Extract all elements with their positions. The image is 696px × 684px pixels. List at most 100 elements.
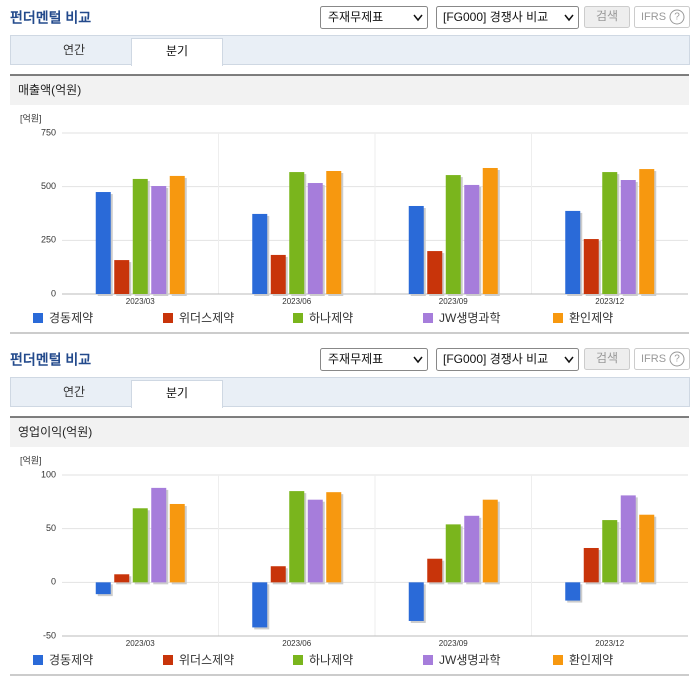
bar [639, 169, 655, 294]
bar [408, 582, 424, 621]
bar [602, 520, 618, 583]
bar [602, 172, 618, 294]
tab[interactable]: 연간 [63, 385, 85, 399]
panel-title: 펀더멘털 비교 [10, 10, 91, 26]
search-label: 검색 [596, 9, 618, 23]
bar [326, 170, 342, 294]
bar [114, 574, 130, 583]
tab-bar [10, 35, 690, 65]
bar [289, 491, 305, 583]
select-text: [FG000] 경쟁사 비교 [443, 10, 548, 24]
bar [445, 175, 461, 294]
x-tick-label: 2023/12 [595, 297, 624, 306]
bar [408, 205, 424, 294]
select-box[interactable] [436, 348, 579, 371]
select-text: 주재무제표 [328, 10, 383, 24]
panel-title: 펀더멘털 비교 [10, 352, 91, 368]
bar [326, 492, 342, 583]
bar [307, 183, 323, 294]
legend-swatch [33, 313, 43, 323]
search-button[interactable] [584, 348, 630, 370]
select-arrow [564, 356, 574, 364]
bar [639, 514, 655, 583]
legend-label: 위더스제약 [179, 310, 234, 325]
bar [114, 260, 130, 294]
bar [95, 192, 111, 294]
legend-label: 하나제약 [309, 310, 353, 325]
help-icon [669, 9, 685, 25]
bar [252, 582, 268, 628]
y-tick-label: 750 [41, 127, 56, 137]
bar [132, 508, 148, 583]
help-label: ? [674, 354, 680, 365]
y-axis-label: [억원] [20, 112, 42, 123]
bar [169, 175, 185, 294]
tab-active[interactable] [131, 38, 223, 66]
chart-title: 영업이익(억원) [18, 425, 92, 439]
ifrs-label: IFRS [641, 11, 666, 23]
bar [95, 582, 111, 595]
legend-swatch [553, 655, 563, 665]
tab[interactable]: 연간 [63, 43, 85, 57]
tab-active-cover [132, 405, 222, 408]
bar [132, 178, 148, 294]
legend-swatch [293, 313, 303, 323]
x-tick-label: 2023/06 [282, 639, 311, 648]
bar [620, 180, 636, 294]
legend-label: 환인제약 [569, 652, 613, 667]
legend-swatch [423, 313, 433, 323]
bar [620, 495, 636, 583]
bar [427, 251, 443, 294]
search-button[interactable] [584, 6, 630, 28]
legend-label: JW생명과학 [439, 653, 501, 667]
chart-title: 매출액(억원) [18, 83, 81, 97]
legend-label: 위더스제약 [179, 652, 234, 667]
chart-header [10, 75, 689, 105]
search-label: 검색 [596, 351, 618, 365]
bar [565, 210, 581, 294]
bar [583, 239, 599, 294]
y-tick-label: 0 [51, 577, 56, 587]
y-axis-label: [억원] [20, 454, 42, 465]
select-box[interactable] [320, 348, 428, 371]
bar [151, 186, 167, 294]
bar [307, 499, 323, 583]
tab-active[interactable] [131, 380, 223, 408]
bar [464, 184, 480, 294]
y-tick-label: -50 [43, 630, 56, 640]
bar [270, 566, 286, 583]
bar [445, 524, 461, 583]
tab[interactable]: 분기 [166, 44, 188, 58]
bar [252, 213, 268, 294]
legend-label: JW생명과학 [439, 311, 501, 325]
bar [482, 499, 498, 583]
select-arrow [413, 14, 423, 22]
legend-label: 하나제약 [309, 652, 353, 667]
legend-swatch [553, 313, 563, 323]
x-tick-label: 2023/03 [126, 639, 155, 648]
y-tick-label: 250 [41, 235, 56, 245]
y-tick-label: 500 [41, 181, 56, 191]
x-tick-label: 2023/06 [282, 297, 311, 306]
select-box[interactable] [436, 6, 579, 29]
bar [583, 547, 599, 583]
bar [464, 515, 480, 583]
legend-swatch [293, 655, 303, 665]
help-label: ? [674, 12, 680, 23]
legend-swatch [163, 313, 173, 323]
y-tick-label: 0 [51, 288, 56, 298]
bar [427, 558, 443, 583]
select-text: [FG000] 경쟁사 비교 [443, 352, 548, 366]
tab-active-cover [132, 63, 222, 66]
bar [482, 167, 498, 294]
x-tick-label: 2023/03 [126, 297, 155, 306]
x-tick-label: 2023/12 [595, 639, 624, 648]
legend-label: 환인제약 [569, 310, 613, 325]
select-text: 주재무제표 [328, 352, 383, 366]
tab[interactable]: 분기 [166, 386, 188, 400]
bar [270, 254, 286, 294]
select-arrow [564, 14, 574, 22]
ifrs-label: IFRS [641, 353, 666, 365]
select-box[interactable] [320, 6, 428, 29]
